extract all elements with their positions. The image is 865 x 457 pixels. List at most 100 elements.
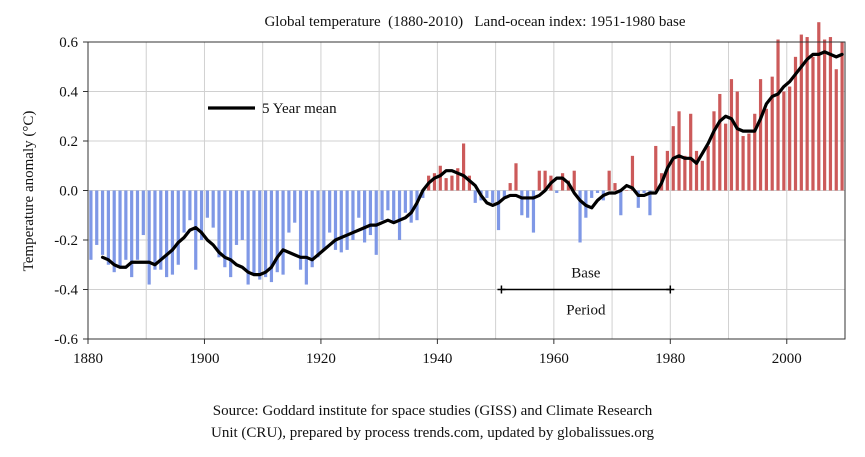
anomaly-bar xyxy=(170,190,175,275)
base-period-annotation: Base Period xyxy=(497,266,675,319)
anomaly-bar xyxy=(357,190,361,218)
anomaly-bar xyxy=(502,190,506,198)
anomaly-bar xyxy=(275,190,279,273)
anomaly-bar xyxy=(368,190,373,236)
anomaly-bar xyxy=(328,190,332,233)
anomaly-bar xyxy=(828,37,833,191)
anomaly-bar xyxy=(729,79,734,191)
anomaly-bar xyxy=(753,113,757,191)
anomaly-bar xyxy=(467,175,472,191)
anomaly-bar xyxy=(543,170,547,191)
anomaly-bar xyxy=(409,190,413,223)
y-tick-label: 0.4 xyxy=(59,85,78,101)
anomaly-bar xyxy=(153,190,157,270)
anomaly-bar xyxy=(351,190,355,240)
anomaly-bar xyxy=(578,190,582,243)
anomaly-bar xyxy=(205,190,209,218)
anomaly-bar xyxy=(281,190,285,275)
anomaly-bar xyxy=(333,190,338,250)
anomaly-bar xyxy=(572,170,576,191)
anomaly-bar xyxy=(234,190,239,245)
anomaly-bar xyxy=(735,91,739,191)
anomaly-bar xyxy=(264,190,268,278)
x-axis-ticks: 1880 1900 1920 1940 1960 1980 2000 xyxy=(73,339,802,367)
anomaly-bar xyxy=(159,190,163,270)
anomaly-bar xyxy=(176,190,180,265)
chart-title: Global temperature (1880-2010) Land-ocea… xyxy=(264,14,685,30)
anomaly-bar xyxy=(339,190,343,253)
anomaly-bar xyxy=(823,39,827,191)
anomaly-bar xyxy=(683,155,687,191)
anomaly-bar xyxy=(613,183,617,191)
anomaly-bar xyxy=(531,190,536,233)
anomaly-bar xyxy=(403,190,407,213)
anomaly-bar xyxy=(392,190,396,223)
anomaly-bar xyxy=(741,136,745,191)
anomaly-bar xyxy=(252,190,256,275)
legend-label: 5 Year mean xyxy=(262,101,337,117)
anomaly-bar xyxy=(793,56,798,191)
anomaly-bar xyxy=(124,190,128,260)
anomaly-bar xyxy=(700,160,704,191)
y-tick-label: -0.6 xyxy=(54,332,78,348)
anomaly-bar xyxy=(135,190,140,260)
anomaly-bar xyxy=(811,56,815,191)
base-label: Base xyxy=(571,266,601,282)
anomaly-bar xyxy=(840,42,844,191)
source-line-1: Source: Goddard institute for space stud… xyxy=(212,403,653,419)
x-tick-label: 1940 xyxy=(422,351,452,367)
x-tick-label: 2000 xyxy=(772,351,802,367)
anomaly-bar xyxy=(817,22,821,191)
anomaly-bar xyxy=(165,190,169,278)
anomaly-bar xyxy=(648,190,652,216)
anomaly-bar xyxy=(89,190,93,260)
anomaly-bar xyxy=(619,190,623,216)
x-tick-label: 1980 xyxy=(655,351,685,367)
anomaly-bar xyxy=(508,183,512,191)
anomaly-bar xyxy=(95,190,99,245)
anomaly-bar xyxy=(194,190,198,270)
x-tick-label: 1900 xyxy=(189,351,219,367)
temperature-chart: Global temperature (1880-2010) Land-ocea… xyxy=(21,14,846,367)
anomaly-bar xyxy=(211,190,215,228)
anomaly-bar xyxy=(444,178,448,191)
anomaly-bar xyxy=(788,86,792,191)
anomaly-bar xyxy=(188,190,192,221)
x-tick-label: 1920 xyxy=(306,351,336,367)
anomaly-bar xyxy=(322,190,326,250)
period-label: Period xyxy=(566,303,606,319)
anomaly-bar xyxy=(147,190,151,285)
anomaly-bar xyxy=(345,190,349,250)
y-tick-label: 0.6 xyxy=(59,35,78,51)
y-tick-label: 0.0 xyxy=(59,184,78,200)
anomaly-bar xyxy=(491,190,495,203)
anomaly-bar xyxy=(397,190,402,240)
anomaly-bar xyxy=(764,108,768,191)
anomaly-bar xyxy=(287,190,291,233)
anomaly-bar xyxy=(770,76,774,191)
anomaly-bar xyxy=(625,190,629,191)
anomaly-bar xyxy=(304,190,308,285)
anomaly-bar xyxy=(298,190,303,270)
anomaly-bar xyxy=(689,113,693,191)
anomaly-bar xyxy=(258,190,262,280)
anomaly-bar xyxy=(217,190,221,258)
anomaly-bar xyxy=(607,170,611,191)
anomaly-bar xyxy=(834,69,838,191)
anomaly-bar xyxy=(362,190,367,243)
anomaly-bar xyxy=(724,123,728,191)
anomaly-bar xyxy=(112,190,116,273)
anomaly-bar xyxy=(438,165,442,191)
anomaly-bar xyxy=(461,143,466,191)
anomaly-bar xyxy=(485,190,489,198)
anomaly-bar xyxy=(141,190,145,236)
legend: 5 Year mean xyxy=(208,101,337,117)
anomaly-bar xyxy=(560,173,565,191)
anomaly-bar xyxy=(747,133,751,191)
y-tick-label: 0.2 xyxy=(59,134,78,150)
anomaly-bar xyxy=(706,145,710,191)
anomaly-bar xyxy=(590,190,594,198)
anomaly-bar xyxy=(636,190,640,208)
anomaly-bar xyxy=(240,190,244,240)
anomaly-bar xyxy=(555,190,559,193)
